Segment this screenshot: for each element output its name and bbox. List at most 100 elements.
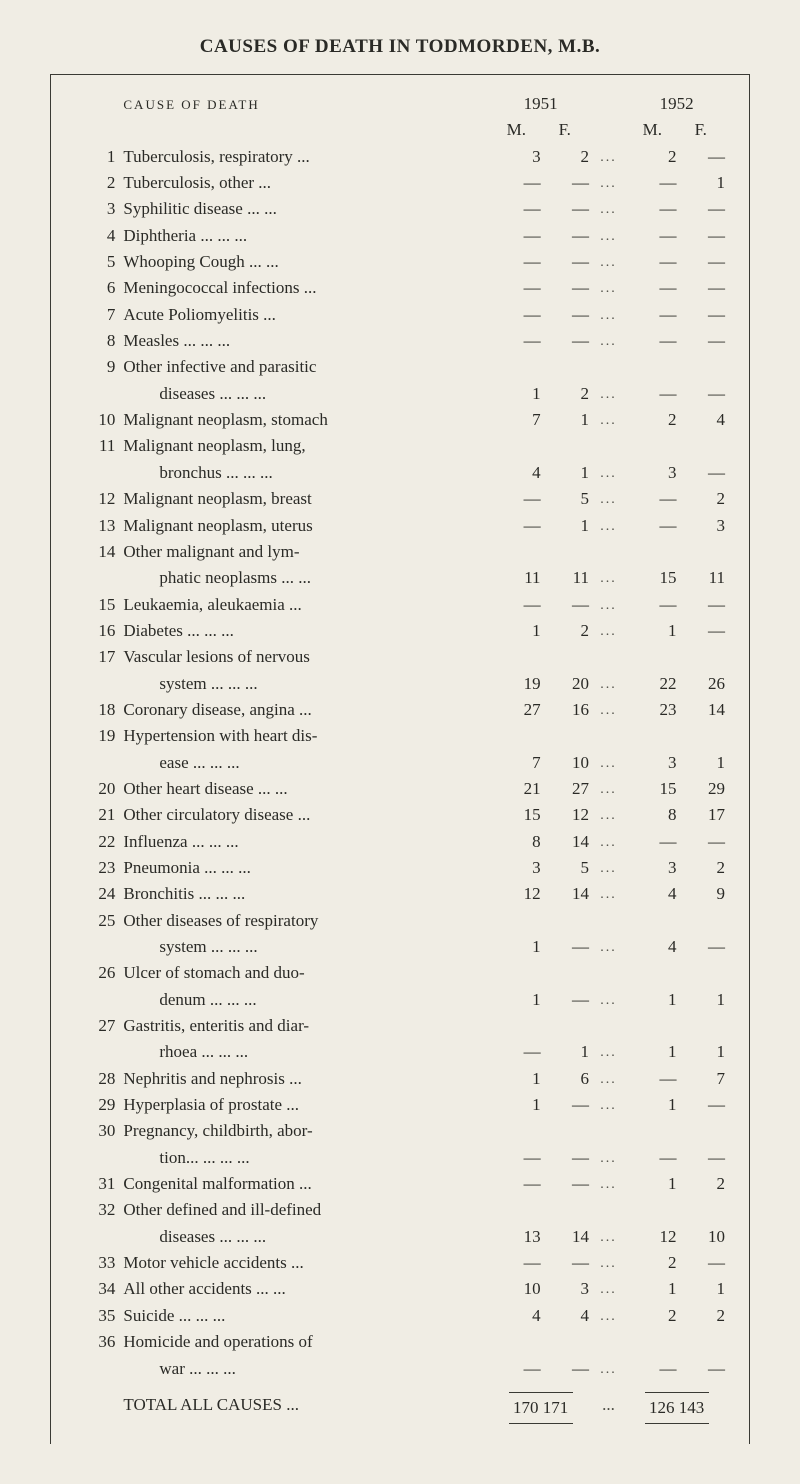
row-dots: ... <box>589 275 628 301</box>
val-1951-f: 4 <box>541 1303 589 1329</box>
table-row: 22Influenza ... ... ...814...—— <box>75 829 725 855</box>
val-1952-m: — <box>628 249 676 275</box>
val-1952-f <box>677 960 725 986</box>
val-1952-f: 2 <box>677 855 725 881</box>
death-causes-table: CAUSE OF DEATH 1951 1952 M. F. M. F. 1Tu… <box>75 91 725 1424</box>
row-number: 11 <box>75 433 123 459</box>
table-row: 31Congenital malformation ...——...12 <box>75 1171 725 1197</box>
row-number: 23 <box>75 855 123 881</box>
row-label: Motor vehicle accidents ... <box>123 1250 492 1276</box>
row-dots: ... <box>589 302 628 328</box>
row-label: diseases ... ... ... <box>123 1224 492 1250</box>
row-label: Coronary disease, angina ... <box>123 697 492 723</box>
row-number <box>75 750 123 776</box>
table-row: tion... ... ... ...——...—— <box>75 1145 725 1171</box>
val-1952-m <box>628 723 676 749</box>
row-dots <box>589 1118 628 1144</box>
total-label: TOTAL ALL CAUSES ... <box>123 1382 492 1424</box>
val-1952-f: 1 <box>677 1039 725 1065</box>
val-1952-f: 2 <box>677 486 725 512</box>
val-1951-f: — <box>541 249 589 275</box>
table-row: diseases ... ... ...1314...1210 <box>75 1224 725 1250</box>
val-1952-m <box>628 539 676 565</box>
val-1952-m: — <box>628 1066 676 1092</box>
val-1951-f: — <box>541 170 589 196</box>
val-1952-f: 26 <box>677 671 725 697</box>
val-1952-f: 11 <box>677 565 725 591</box>
val-1952-m: 22 <box>628 671 676 697</box>
val-1951-f <box>541 1118 589 1144</box>
val-1952-m: — <box>628 829 676 855</box>
row-number: 33 <box>75 1250 123 1276</box>
table-row: 3Syphilitic disease ... ...——...—— <box>75 196 725 222</box>
val-1952-m: 8 <box>628 802 676 828</box>
row-dots: ... <box>589 513 628 539</box>
val-1951-m: 3 <box>492 144 540 170</box>
val-1952-m: — <box>628 513 676 539</box>
row-number: 27 <box>75 1013 123 1039</box>
table-row: 17Vascular lesions of nervous <box>75 644 725 670</box>
table-row: 15Leukaemia, aleukaemia ...——...—— <box>75 592 725 618</box>
row-dots: ... <box>589 223 628 249</box>
table-row: 36Homicide and operations of <box>75 1329 725 1355</box>
total-1952: 126 143 <box>645 1392 709 1424</box>
row-label: Other malignant and lym- <box>123 539 492 565</box>
val-1951-m: 8 <box>492 829 540 855</box>
val-1951-m: 7 <box>492 407 540 433</box>
table-row: 6Meningococcal infections ...——...—— <box>75 275 725 301</box>
row-number <box>75 565 123 591</box>
val-1951-m <box>492 354 540 380</box>
val-1952-f: — <box>677 1250 725 1276</box>
val-1951-f <box>541 1197 589 1223</box>
val-1952-m <box>628 1013 676 1039</box>
val-1951-f: — <box>541 302 589 328</box>
row-dots <box>589 960 628 986</box>
row-dots: ... <box>589 750 628 776</box>
row-label: Leukaemia, aleukaemia ... <box>123 592 492 618</box>
val-1952-m: — <box>628 1356 676 1382</box>
table-row: 4Diphtheria ... ... ...——...—— <box>75 223 725 249</box>
val-1952-f: — <box>677 1145 725 1171</box>
val-1952-f <box>677 1013 725 1039</box>
val-1951-f: 2 <box>541 381 589 407</box>
row-dots: ... <box>589 802 628 828</box>
table-row: 24Bronchitis ... ... ...1214...49 <box>75 881 725 907</box>
val-1951-m: — <box>492 249 540 275</box>
table-row: 20Other heart disease ... ...2127...1529 <box>75 776 725 802</box>
row-dots: ... <box>589 618 628 644</box>
val-1951-f: — <box>541 1092 589 1118</box>
row-number: 19 <box>75 723 123 749</box>
table-row: 21Other circulatory disease ...1512...81… <box>75 802 725 828</box>
val-1952-m <box>628 644 676 670</box>
row-dots: ... <box>589 934 628 960</box>
val-1951-f: — <box>541 328 589 354</box>
row-number: 31 <box>75 1171 123 1197</box>
val-1951-f <box>541 644 589 670</box>
table-row: 18Coronary disease, angina ...2716...231… <box>75 697 725 723</box>
val-1951-f: 14 <box>541 829 589 855</box>
row-dots <box>589 539 628 565</box>
val-1951-f <box>541 908 589 934</box>
row-label: Other diseases of respiratory <box>123 908 492 934</box>
val-1952-m: — <box>628 170 676 196</box>
row-label: Acute Poliomyelitis ... <box>123 302 492 328</box>
val-1952-m <box>628 908 676 934</box>
row-number <box>75 1224 123 1250</box>
row-dots: ... <box>589 170 628 196</box>
val-1952-f <box>677 539 725 565</box>
row-label: system ... ... ... <box>123 934 492 960</box>
val-1952-f: — <box>677 381 725 407</box>
row-label: Tuberculosis, respiratory ... <box>123 144 492 170</box>
table-row: 7Acute Poliomyelitis ...——...—— <box>75 302 725 328</box>
table-row: war ... ... ...——...—— <box>75 1356 725 1382</box>
row-number: 9 <box>75 354 123 380</box>
val-1952-m: 4 <box>628 881 676 907</box>
val-1951-f: — <box>541 934 589 960</box>
val-1951-m <box>492 960 540 986</box>
val-1951-m: 12 <box>492 881 540 907</box>
row-label: Vascular lesions of nervous <box>123 644 492 670</box>
val-1952-m: 2 <box>628 1303 676 1329</box>
val-1952-f <box>677 1329 725 1355</box>
table-row: system ... ... ...1—...4— <box>75 934 725 960</box>
row-number: 20 <box>75 776 123 802</box>
